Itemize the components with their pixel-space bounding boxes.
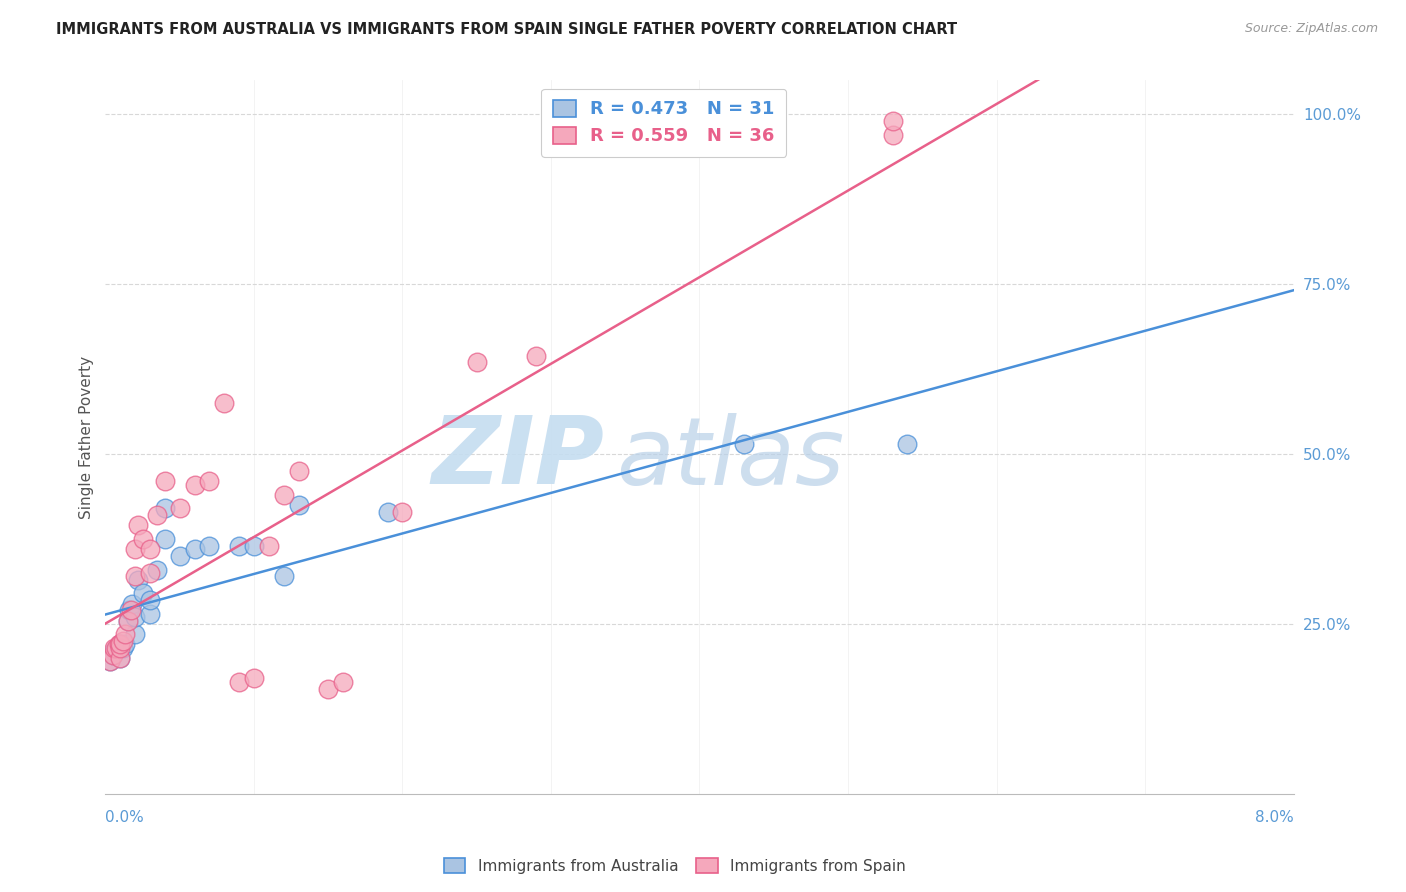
Point [214, 396, 236, 410]
Point [287, 498, 309, 512]
Point [101, 648, 124, 662]
Point [273, 569, 295, 583]
Point [183, 477, 205, 491]
Point [108, 640, 131, 655]
Point [118, 603, 141, 617]
Point [316, 681, 339, 696]
Point [169, 549, 191, 563]
Point [124, 610, 146, 624]
Text: Source: ZipAtlas.com: Source: ZipAtlas.com [1244, 22, 1378, 36]
Text: ZIP: ZIP [432, 412, 605, 505]
Point [105, 640, 128, 655]
Point [110, 651, 132, 665]
Point [117, 614, 139, 628]
Point [332, 674, 354, 689]
Text: 8.0%: 8.0% [1254, 811, 1294, 825]
Point [153, 532, 176, 546]
Point [287, 464, 309, 478]
Point [127, 518, 149, 533]
Point [146, 563, 169, 577]
Point [110, 637, 132, 651]
Point [198, 539, 221, 553]
Point [110, 640, 132, 655]
Point [114, 627, 136, 641]
Point [524, 349, 547, 363]
Text: 0.0%: 0.0% [105, 811, 145, 825]
Point [257, 539, 280, 553]
Legend: R = 0.473   N = 31, R = 0.559   N = 36: R = 0.473 N = 31, R = 0.559 N = 36 [541, 88, 786, 157]
Point [169, 501, 191, 516]
Point [131, 586, 153, 600]
Point [153, 475, 176, 489]
Point [228, 674, 250, 689]
Point [465, 355, 488, 369]
Point [896, 437, 918, 451]
Point [114, 637, 136, 651]
Point [124, 569, 146, 583]
Point [121, 597, 143, 611]
Point [139, 542, 162, 557]
Point [104, 640, 127, 655]
Point [243, 671, 266, 685]
Point [882, 128, 904, 142]
Point [98, 654, 121, 668]
Point [108, 637, 131, 651]
Y-axis label: Single Father Poverty: Single Father Poverty [79, 356, 94, 518]
Point [733, 437, 755, 451]
Point [110, 637, 132, 651]
Point [377, 505, 399, 519]
Point [153, 501, 176, 516]
Point [139, 566, 162, 580]
Point [101, 648, 124, 662]
Point [391, 505, 413, 519]
Point [183, 542, 205, 557]
Point [112, 640, 135, 655]
Point [117, 614, 139, 628]
Point [124, 542, 146, 557]
Point [882, 114, 904, 128]
Point [103, 640, 125, 655]
Point [146, 508, 169, 523]
Point [124, 627, 146, 641]
Point [103, 644, 125, 658]
Point [120, 603, 142, 617]
Legend: Immigrants from Australia, Immigrants from Spain: Immigrants from Australia, Immigrants fr… [437, 852, 912, 880]
Point [110, 651, 132, 665]
Text: atlas: atlas [616, 413, 845, 504]
Point [98, 654, 121, 668]
Point [127, 573, 149, 587]
Point [243, 539, 266, 553]
Point [273, 488, 295, 502]
Point [112, 634, 135, 648]
Point [139, 593, 162, 607]
Point [139, 607, 162, 621]
Text: IMMIGRANTS FROM AUSTRALIA VS IMMIGRANTS FROM SPAIN SINGLE FATHER POVERTY CORRELA: IMMIGRANTS FROM AUSTRALIA VS IMMIGRANTS … [56, 22, 957, 37]
Point [198, 475, 221, 489]
Point [131, 532, 153, 546]
Point [228, 539, 250, 553]
